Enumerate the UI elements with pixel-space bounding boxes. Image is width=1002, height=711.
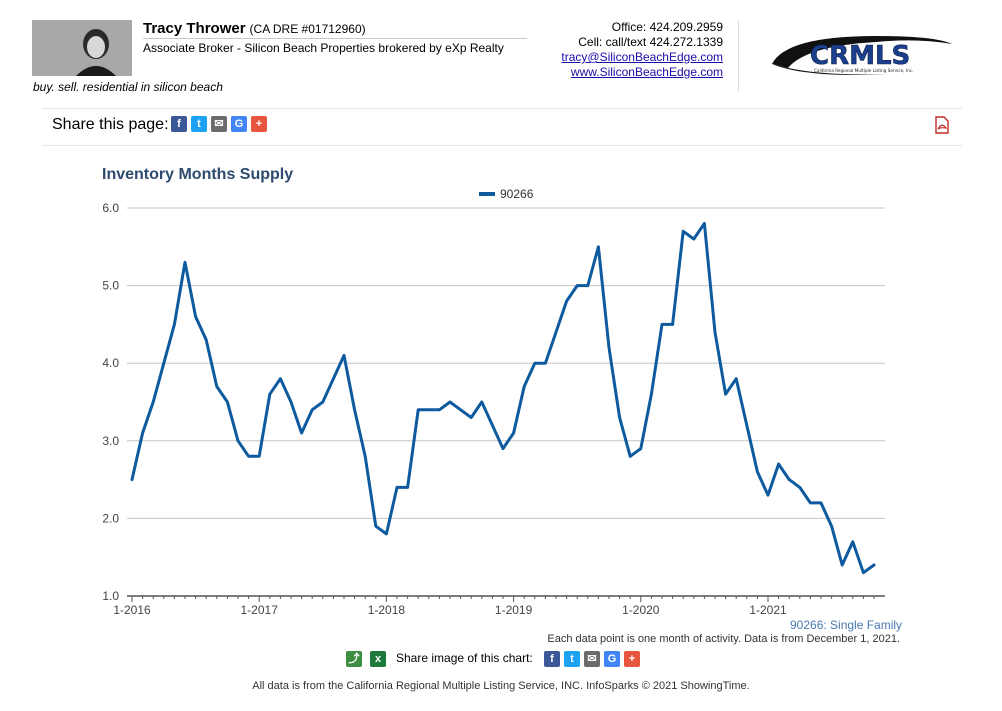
google-image-icon[interactable]: G [604,651,620,667]
crmls-logo: CRMLS California Regional Multiple Listi… [766,30,956,80]
x-tick-label: 1-2019 [495,603,533,617]
chart-title: Inventory Months Supply [102,166,294,183]
y-tick-label: 5.0 [102,279,119,293]
twitter-icon[interactable]: t [191,116,207,132]
x-tick-label: 1-2018 [368,603,406,617]
share-image-label: Share image of this chart: [396,651,533,665]
x-tick-label: 1-2020 [622,603,660,617]
y-tick-label: 4.0 [102,356,119,370]
email-image-icon[interactable]: ✉ [584,651,600,667]
agent-name: Tracy Thrower (CA DRE #01712960) [143,20,366,37]
gridlines [127,207,885,519]
agent-header: Tracy Thrower (CA DRE #01712960) Associat… [0,0,1002,108]
email-link[interactable]: tracy@SiliconBeachEdge.com [561,50,723,64]
x-axis: 1-2016 1-2017 1-2018 1-2019 1-2020 1-2021 [113,595,885,617]
legend-label-90266: 90266 [500,187,534,201]
agent-dre: (CA DRE #01712960) [249,22,366,36]
x-tick-label: 1-2017 [241,603,279,617]
contact-block: Office: 424.209.2959 Cell: call/text 424… [520,20,723,80]
website-link[interactable]: www.SiliconBeachEdge.com [570,65,723,79]
facebook-icon[interactable]: f [171,116,187,132]
agent-photo [32,20,132,76]
pdf-icon[interactable] [934,116,950,134]
agent-name-text: Tracy Thrower [143,20,246,37]
agent-title: Associate Broker - Silicon Beach Propert… [143,38,527,55]
x-tick-label: 1-2021 [749,603,787,617]
y-tick-label: 1.0 [102,589,119,603]
logo-text: CRMLS [810,41,910,71]
data-note: Each data point is one month of activity… [547,633,900,645]
more-share-icon[interactable]: + [251,116,267,132]
footer-attribution: All data is from the California Regional… [252,680,750,692]
google-icon[interactable]: G [231,116,247,132]
series-line-90266 [130,222,876,575]
y-tick-label: 3.0 [102,434,119,448]
share-page-bar: Share this page: f t ✉ G + [42,108,962,146]
cell-phone: Cell: call/text 424.272.1339 [578,35,723,49]
share-page-label: Share this page: [52,116,169,133]
office-phone: Office: 424.209.2959 [611,20,723,34]
header-divider [738,20,739,92]
months-supply-chart: 1.02.03.04.05.06.0 1-2016 1-2017 1-2018 1-2… [102,187,885,617]
facebook-image-icon[interactable]: f [544,651,560,667]
excel-icon[interactable]: x [370,651,386,667]
email-share-icon[interactable]: ✉ [211,116,227,132]
series-caption: 90266: Single Family [790,618,903,632]
agent-tagline: buy. sell. residential in silicon beach [33,80,223,94]
y-tick-label: 2.0 [102,511,119,525]
twitter-image-icon[interactable]: t [564,651,580,667]
legend: 90266 [479,187,534,201]
y-tick-label: 6.0 [102,201,119,215]
share-image-bar: ⤴ x Share image of this chart: f t ✉ G + [346,650,666,670]
legend-swatch-90266 [479,192,495,196]
y-axis-ticks: 1.0 2.0 3.0 4.0 5.0 6.0 [102,201,119,603]
logo-subtitle: California Regional Multiple Listing Ser… [814,68,913,73]
x-tick-label: 1-2016 [113,603,151,617]
share-image-icon[interactable]: ⤴ [346,651,362,667]
more-image-icon[interactable]: + [624,651,640,667]
